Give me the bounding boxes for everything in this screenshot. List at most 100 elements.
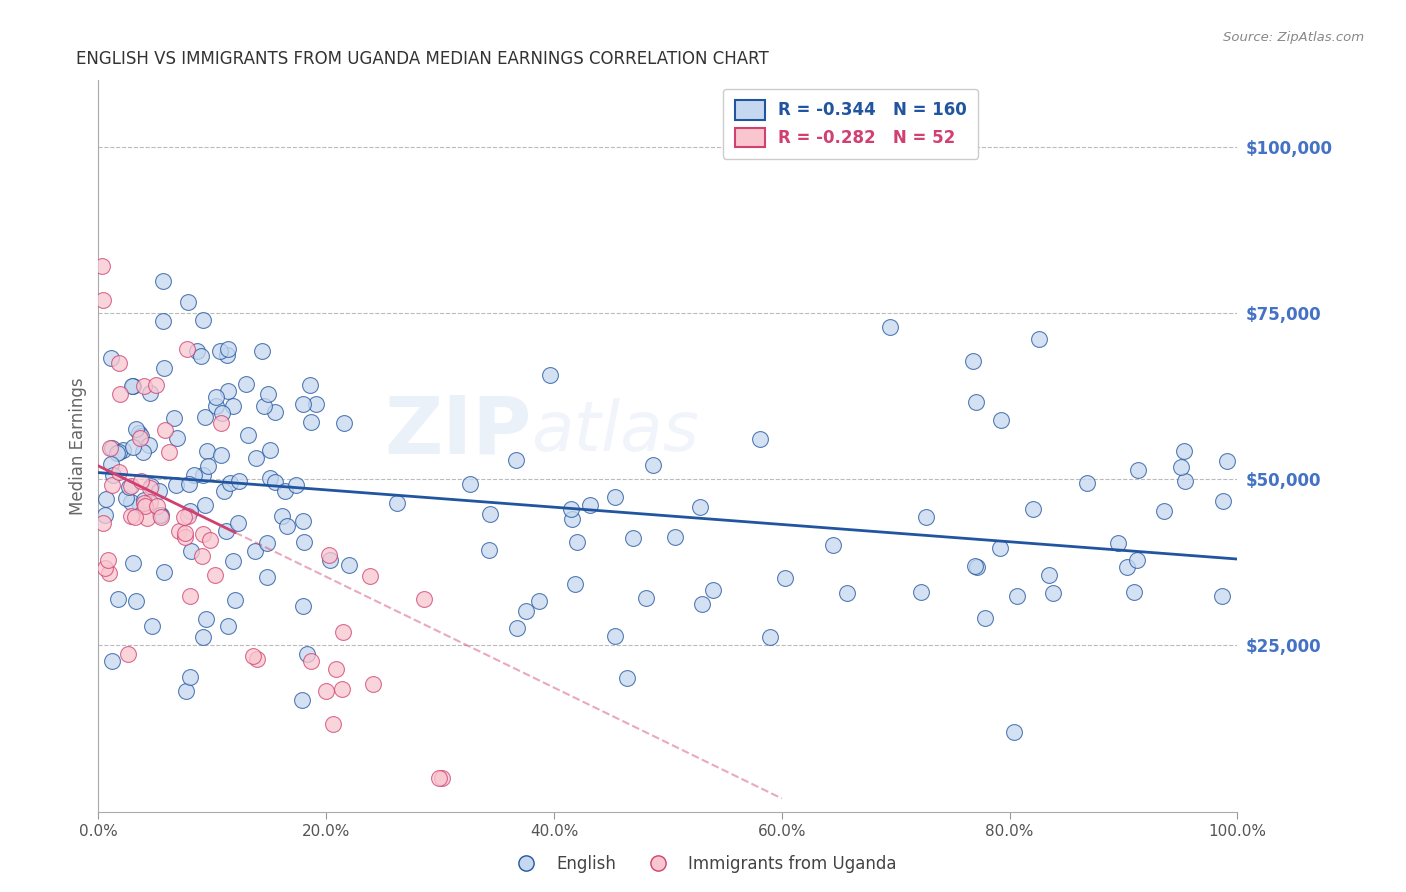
Point [191, 312, 214, 326]
Point [538, 368, 561, 383]
Point [1212, 494, 1234, 508]
Point [259, 443, 281, 458]
Point [226, 516, 249, 530]
Point [990, 541, 1012, 555]
Point [94, 508, 117, 523]
Point [605, 491, 627, 505]
Point [129, 474, 152, 488]
Point [664, 530, 686, 544]
Point [163, 410, 186, 425]
Point [97, 553, 120, 567]
Point [412, 592, 434, 607]
Point [134, 499, 156, 513]
Point [120, 479, 142, 493]
Point [242, 648, 264, 663]
Point [115, 491, 138, 505]
Point [222, 399, 245, 413]
Point [129, 431, 152, 445]
Point [515, 604, 537, 618]
Point [1115, 560, 1137, 574]
Point [94, 492, 117, 507]
Point [153, 566, 176, 580]
Point [527, 594, 550, 608]
Point [257, 387, 280, 401]
Point [141, 619, 163, 633]
Point [176, 342, 198, 356]
Point [292, 397, 315, 411]
Point [479, 507, 502, 521]
Point [217, 348, 239, 362]
Point [204, 568, 226, 582]
Point [915, 509, 938, 524]
Point [108, 387, 131, 401]
Point [1126, 553, 1149, 567]
Point [837, 586, 859, 600]
Point [139, 385, 162, 400]
Point [195, 612, 218, 626]
Point [150, 508, 173, 522]
Point [250, 343, 273, 358]
Y-axis label: Median Earnings: Median Earnings [69, 377, 87, 515]
Point [108, 444, 131, 458]
Point [299, 415, 322, 429]
Point [337, 558, 360, 572]
Point [616, 671, 638, 685]
Point [139, 481, 162, 495]
Point [208, 343, 231, 358]
Point [246, 652, 269, 666]
Point [245, 451, 267, 466]
Point [125, 422, 148, 436]
Point [579, 498, 602, 512]
Point [643, 458, 665, 472]
Point [217, 384, 239, 398]
Point [271, 509, 294, 524]
Point [179, 477, 201, 491]
Text: atlas: atlas [531, 398, 699, 465]
Point [167, 524, 190, 538]
Point [194, 409, 217, 424]
Point [256, 570, 278, 584]
Point [291, 599, 314, 614]
Point [166, 431, 188, 445]
Point [197, 444, 219, 458]
Point [153, 423, 176, 437]
Point [205, 390, 228, 404]
Point [128, 499, 150, 513]
Point [359, 568, 381, 582]
Point [217, 342, 239, 356]
Point [145, 378, 167, 392]
Point [191, 549, 214, 564]
Point [263, 405, 285, 419]
Point [122, 557, 145, 571]
Point [238, 427, 260, 442]
Point [821, 537, 844, 551]
Point [108, 356, 131, 370]
Point [291, 693, 314, 707]
Point [1028, 332, 1050, 346]
Text: Source: ZipAtlas.com: Source: ZipAtlas.com [1223, 31, 1364, 45]
Point [560, 501, 582, 516]
Point [138, 438, 160, 452]
Point [749, 432, 772, 446]
Point [173, 526, 195, 541]
Point [292, 535, 315, 549]
Point [174, 529, 197, 543]
Point [245, 544, 267, 558]
Point [139, 495, 162, 509]
Point [121, 440, 143, 454]
Point [97, 566, 120, 581]
Point [564, 577, 586, 591]
Point [963, 559, 986, 574]
Point [152, 274, 174, 288]
Point [198, 533, 221, 547]
Point [385, 496, 408, 510]
Point [209, 448, 232, 462]
Point [1038, 568, 1060, 582]
Point [219, 476, 242, 491]
Point [1174, 475, 1197, 489]
Point [505, 453, 527, 467]
Point [1126, 463, 1149, 477]
Point [702, 582, 724, 597]
Point [173, 509, 195, 524]
Point [131, 429, 153, 443]
